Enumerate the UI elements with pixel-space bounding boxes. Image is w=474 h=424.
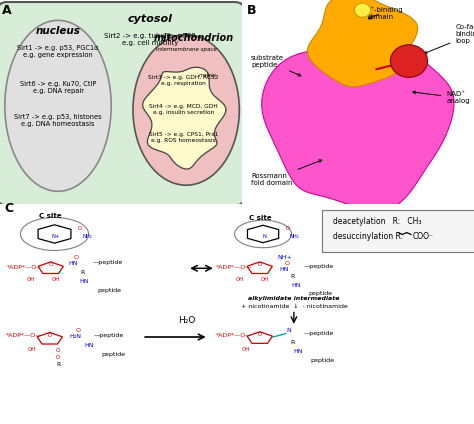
Text: N+: N+	[51, 234, 60, 239]
Text: cytosol: cytosol	[128, 14, 173, 24]
Text: OH: OH	[241, 347, 250, 352]
Text: *ADP*—O—: *ADP*—O—	[6, 333, 42, 338]
Text: A: A	[2, 4, 12, 17]
Text: N: N	[287, 329, 292, 333]
Ellipse shape	[391, 45, 428, 77]
Text: Sirt4 -> e.g. MCD, GDH
e.g. insulin secretion: Sirt4 -> e.g. MCD, GDH e.g. insulin secr…	[149, 104, 218, 114]
Text: Co-factor
binding
loop: Co-factor binding loop	[424, 25, 474, 54]
Text: R: R	[291, 340, 295, 345]
Text: Sirt3 -> e.g. GDH, ACS2
e.g. respiration: Sirt3 -> e.g. GDH, ACS2 e.g. respiration	[148, 75, 219, 86]
Text: OH: OH	[27, 347, 36, 352]
Text: —peptide: —peptide	[92, 260, 123, 265]
Text: —peptide: —peptide	[303, 264, 334, 269]
Ellipse shape	[5, 20, 111, 191]
Text: *ADP*—O—: *ADP*—O—	[7, 265, 44, 270]
Text: *ADP*—O—: *ADP*—O—	[216, 265, 252, 270]
Text: O: O	[285, 226, 290, 231]
Polygon shape	[307, 0, 418, 87]
Text: O: O	[49, 262, 53, 267]
Text: peptide: peptide	[308, 291, 332, 296]
Text: HN: HN	[84, 343, 94, 348]
Text: peptide: peptide	[310, 358, 335, 363]
Text: OH: OH	[236, 277, 244, 282]
Text: O: O	[56, 355, 60, 360]
Text: matrix: matrix	[199, 73, 217, 78]
Text: + nicotinamide  ↓  - nicotinamide: + nicotinamide ↓ - nicotinamide	[240, 304, 347, 310]
Text: Sirt2 -> e.g. tubulin, p300
e.g. cell motility: Sirt2 -> e.g. tubulin, p300 e.g. cell mo…	[104, 33, 196, 45]
Text: R: R	[80, 270, 84, 275]
Text: R: R	[56, 362, 60, 367]
Text: OH: OH	[27, 277, 35, 282]
Text: peptide: peptide	[97, 287, 121, 293]
Text: NH+: NH+	[277, 255, 292, 260]
Text: H₂O: H₂O	[179, 316, 196, 325]
Text: OH: OH	[260, 277, 269, 282]
Text: O: O	[284, 261, 289, 266]
Text: R: R	[291, 274, 295, 279]
Ellipse shape	[133, 35, 239, 185]
Text: NH₂: NH₂	[289, 234, 299, 239]
Text: alkylimidate intermediate: alkylimidate intermediate	[248, 296, 340, 301]
Text: HN: HN	[280, 267, 289, 272]
Text: HN: HN	[291, 283, 301, 287]
Text: intermembrane space: intermembrane space	[156, 47, 217, 52]
Polygon shape	[143, 67, 226, 169]
Text: deacetylation   R:   CH₃: deacetylation R: CH₃	[333, 217, 422, 226]
FancyBboxPatch shape	[0, 2, 244, 206]
Polygon shape	[262, 33, 454, 211]
Text: *ADP*—O—: *ADP*—O—	[216, 333, 252, 338]
Circle shape	[355, 3, 371, 17]
Text: Sirt7 -> e.g. p53, histones
e.g. DNA homeostasis: Sirt7 -> e.g. p53, histones e.g. DNA hom…	[14, 114, 102, 127]
Text: HN: HN	[69, 261, 78, 266]
Text: H₂N: H₂N	[69, 334, 81, 339]
Text: O: O	[56, 348, 60, 353]
Text: Rossmann
fold domain: Rossmann fold domain	[251, 160, 322, 186]
Text: Zn²⁺-binding
domain: Zn²⁺-binding domain	[359, 6, 403, 20]
Text: NAD⁺
analog: NAD⁺ analog	[413, 91, 470, 104]
Text: —peptide: —peptide	[94, 333, 124, 338]
Text: HN: HN	[293, 349, 303, 354]
Text: O: O	[258, 332, 262, 337]
Text: COO⁻: COO⁻	[412, 232, 433, 241]
Text: B: B	[246, 4, 256, 17]
Text: C: C	[5, 202, 14, 215]
Text: —peptide: —peptide	[303, 331, 334, 336]
Text: OH: OH	[51, 277, 60, 282]
Text: nucleus: nucleus	[36, 26, 81, 36]
Text: Sirt5 -> e.g. CPS1, Prx1
e.g. ROS homeostasis: Sirt5 -> e.g. CPS1, Prx1 e.g. ROS homeos…	[149, 132, 219, 143]
Text: O: O	[76, 329, 81, 333]
FancyBboxPatch shape	[322, 210, 474, 252]
Text: O: O	[78, 226, 82, 231]
Text: mitochondrion: mitochondrion	[153, 33, 234, 42]
Text: N: N	[262, 234, 266, 239]
Text: Sirt6 -> e.g. Ku70, CtIP
e.g. DNA repair: Sirt6 -> e.g. Ku70, CtIP e.g. DNA repair	[20, 81, 96, 95]
Text: substrate
peptide: substrate peptide	[251, 55, 301, 76]
Text: peptide: peptide	[101, 352, 125, 357]
Text: O: O	[258, 262, 262, 267]
Text: Sirt1 -> e.g. p53, PGC1α
e.g. gene expression: Sirt1 -> e.g. p53, PGC1α e.g. gene expre…	[17, 45, 99, 58]
Text: C site: C site	[249, 215, 272, 220]
Text: NH₂: NH₂	[82, 234, 92, 239]
Text: O: O	[48, 333, 52, 338]
Text: O: O	[73, 255, 78, 260]
Text: HN: HN	[79, 279, 89, 284]
Text: desuccinylation R:: desuccinylation R:	[333, 232, 403, 241]
Text: C site: C site	[39, 213, 62, 219]
